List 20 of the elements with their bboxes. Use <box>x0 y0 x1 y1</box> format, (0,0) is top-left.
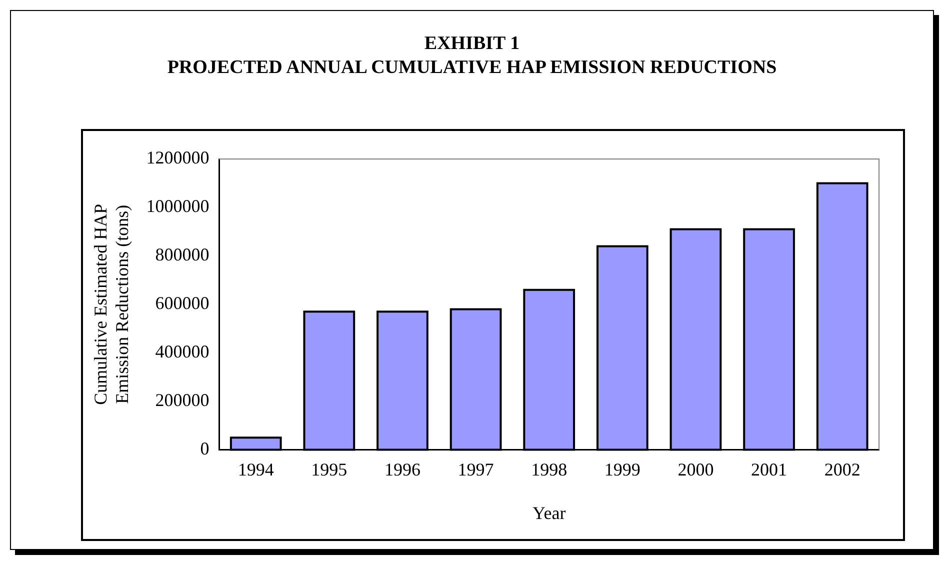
x-axis-title: Year <box>532 502 566 523</box>
x-tick-label: 1996 <box>384 459 420 480</box>
y-tick-label: 800000 <box>155 244 210 265</box>
y-tick-label: 200000 <box>155 390 210 410</box>
x-tick-label: 1994 <box>238 459 274 480</box>
x-tick-label: 1998 <box>531 459 568 480</box>
chart-subtitle: PROJECTED ANNUAL CUMULATIVE HAP EMISSION REDUCTIONS <box>166 56 778 80</box>
x-tick-label: 2000 <box>678 459 714 480</box>
y-tick-label: 1200000 <box>146 148 210 168</box>
y-tick-label: 0 <box>200 438 210 459</box>
y-tick-label: 400000 <box>155 342 210 362</box>
x-tick-label: 2001 <box>751 459 788 480</box>
x-tick-label: 2002 <box>824 459 860 480</box>
chart-title: EXHIBIT 1 <box>423 32 521 56</box>
y-axis-title: Cumulative Estimated HAP Emission Reductions (tons) <box>90 204 132 405</box>
y-tick-label: 600000 <box>155 293 210 314</box>
x-tick-label: 1997 <box>458 459 494 480</box>
y-tick-label: 1000000 <box>146 196 210 216</box>
x-tick-label: 1995 <box>311 459 348 480</box>
x-tick-label: 1999 <box>604 459 640 480</box>
